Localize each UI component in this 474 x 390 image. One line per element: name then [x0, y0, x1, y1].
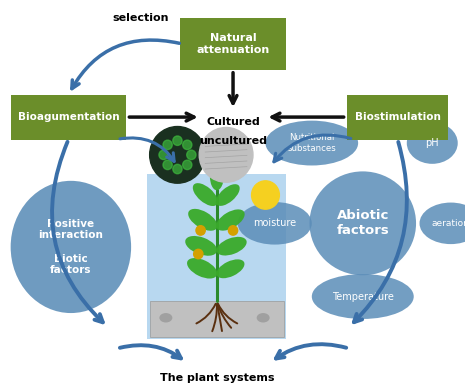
Text: pH: pH: [426, 138, 439, 148]
Ellipse shape: [159, 313, 173, 323]
Circle shape: [163, 160, 172, 170]
Circle shape: [228, 226, 237, 235]
Text: The plant systems: The plant systems: [160, 373, 274, 383]
Text: uncultured: uncultured: [199, 136, 267, 146]
FancyBboxPatch shape: [346, 95, 448, 140]
Ellipse shape: [265, 121, 358, 165]
Ellipse shape: [312, 274, 414, 319]
Ellipse shape: [237, 202, 312, 245]
Bar: [150, 301, 284, 337]
Circle shape: [196, 226, 205, 235]
Ellipse shape: [216, 184, 240, 206]
FancyBboxPatch shape: [147, 174, 286, 339]
Circle shape: [173, 164, 182, 174]
Circle shape: [194, 249, 203, 259]
Ellipse shape: [217, 237, 246, 255]
Ellipse shape: [193, 183, 218, 206]
Circle shape: [182, 140, 192, 150]
Circle shape: [182, 160, 192, 170]
Text: Biostimulation: Biostimulation: [355, 112, 440, 122]
Text: Cultured: Cultured: [206, 117, 260, 127]
Ellipse shape: [216, 209, 245, 230]
Ellipse shape: [256, 313, 270, 323]
FancyBboxPatch shape: [10, 95, 127, 140]
Ellipse shape: [310, 171, 416, 275]
Text: Abiotic
factors: Abiotic factors: [337, 209, 389, 238]
Circle shape: [163, 140, 172, 150]
Ellipse shape: [419, 202, 474, 244]
Circle shape: [173, 136, 182, 145]
Circle shape: [159, 150, 168, 160]
Text: aeration: aeration: [432, 219, 470, 228]
Circle shape: [150, 126, 205, 183]
Ellipse shape: [188, 209, 218, 231]
FancyBboxPatch shape: [180, 18, 286, 70]
Text: Natural
attenuation: Natural attenuation: [196, 33, 270, 55]
Ellipse shape: [10, 181, 131, 313]
Circle shape: [252, 181, 279, 209]
Text: moisture: moisture: [253, 218, 296, 228]
Text: Temperature: Temperature: [332, 292, 394, 301]
Circle shape: [199, 128, 253, 182]
Text: selection: selection: [112, 13, 169, 23]
Ellipse shape: [217, 259, 245, 278]
Ellipse shape: [210, 162, 224, 190]
Ellipse shape: [185, 236, 217, 256]
Text: Bioagumentation: Bioagumentation: [18, 112, 119, 122]
Text: Positive
interaction

Biotic
factors: Positive interaction Biotic factors: [38, 219, 103, 275]
Text: Nutritional
substances: Nutritional substances: [287, 133, 336, 153]
Circle shape: [187, 150, 196, 160]
Ellipse shape: [187, 258, 217, 278]
Ellipse shape: [407, 122, 458, 164]
